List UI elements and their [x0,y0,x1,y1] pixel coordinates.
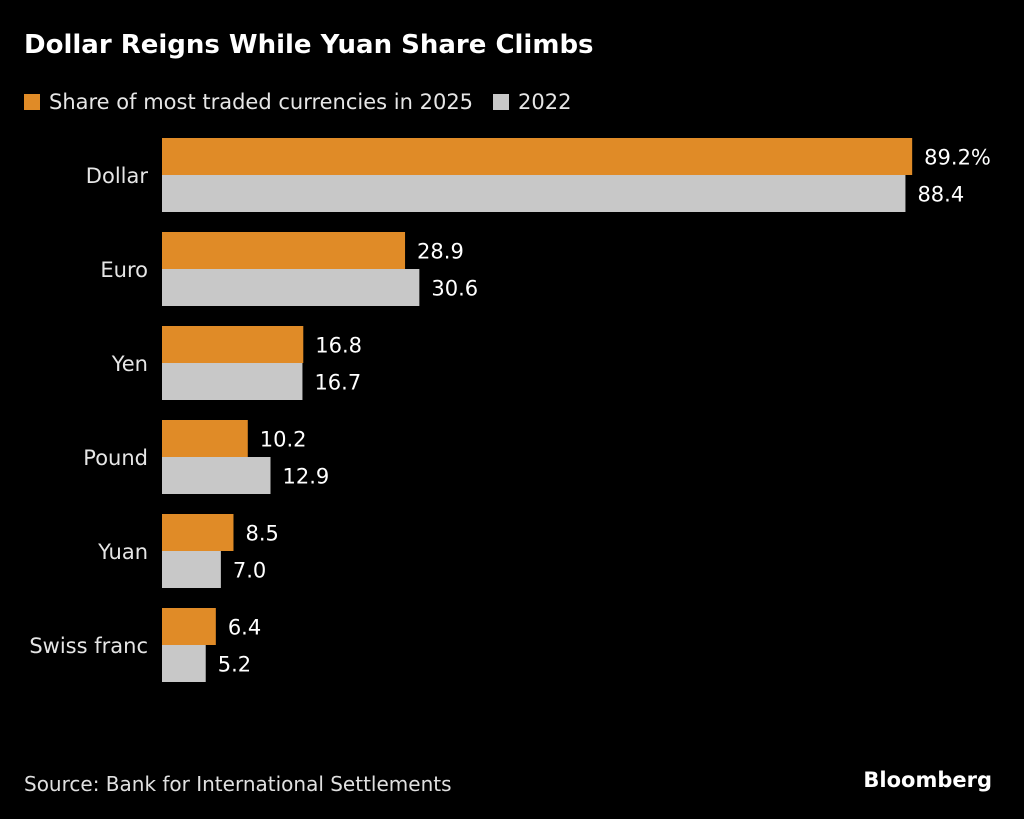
bar-swiss-franc-2022 [162,645,206,682]
legend-item-2022: 2022 [493,90,572,114]
category-label-pound: Pound [83,446,148,470]
legend-item-2025: Share of most traded currencies in 2025 [24,90,473,114]
legend-swatch-2022 [493,94,510,110]
data-label-dollar-2025: 89.2% [924,146,991,170]
data-label-pound-2025: 10.2 [260,428,307,452]
bloomberg-logo: Bloomberg [863,768,992,792]
bar-euro-2025 [162,232,406,269]
bar-dollar-2022 [162,175,906,212]
legend-swatch-2025 [24,94,40,110]
bar-yuan-2025 [162,514,234,551]
legend: Share of most traded currencies in 2025 … [24,90,592,114]
data-label-yuan-2022: 7.0 [233,559,266,583]
data-label-euro-2022: 30.6 [431,277,478,301]
data-label-yen-2022: 16.7 [314,371,361,395]
bar-euro-2022 [162,269,420,306]
source-note: Source: Bank for International Settlemen… [24,772,452,796]
data-label-yuan-2025: 8.5 [245,522,278,546]
category-label-dollar: Dollar [86,164,149,188]
category-label-swiss-franc: Swiss franc [29,634,148,658]
legend-label-2022: 2022 [518,90,572,114]
bar-yen-2022 [162,363,303,400]
data-label-yen-2025: 16.8 [315,334,362,358]
data-label-dollar-2022: 88.4 [917,183,964,207]
bar-swiss-franc-2025 [162,608,216,645]
bar-yen-2025 [162,326,304,363]
category-label-euro: Euro [100,258,148,282]
category-label-yuan: Yuan [97,540,148,564]
data-label-pound-2022: 12.9 [282,465,329,489]
bar-pound-2022 [162,457,271,494]
data-label-euro-2025: 28.9 [417,240,464,264]
bar-dollar-2025 [162,138,913,175]
chart-title: Dollar Reigns While Yuan Share Climbs [24,30,594,60]
legend-label-2025: Share of most traded currencies in 2025 [49,90,474,114]
category-label-yen: Yen [111,352,148,376]
data-label-swiss-franc-2025: 6.4 [228,616,261,640]
bar-yuan-2022 [162,551,221,588]
bar-pound-2025 [162,420,248,457]
data-label-swiss-franc-2022: 5.2 [218,653,251,677]
